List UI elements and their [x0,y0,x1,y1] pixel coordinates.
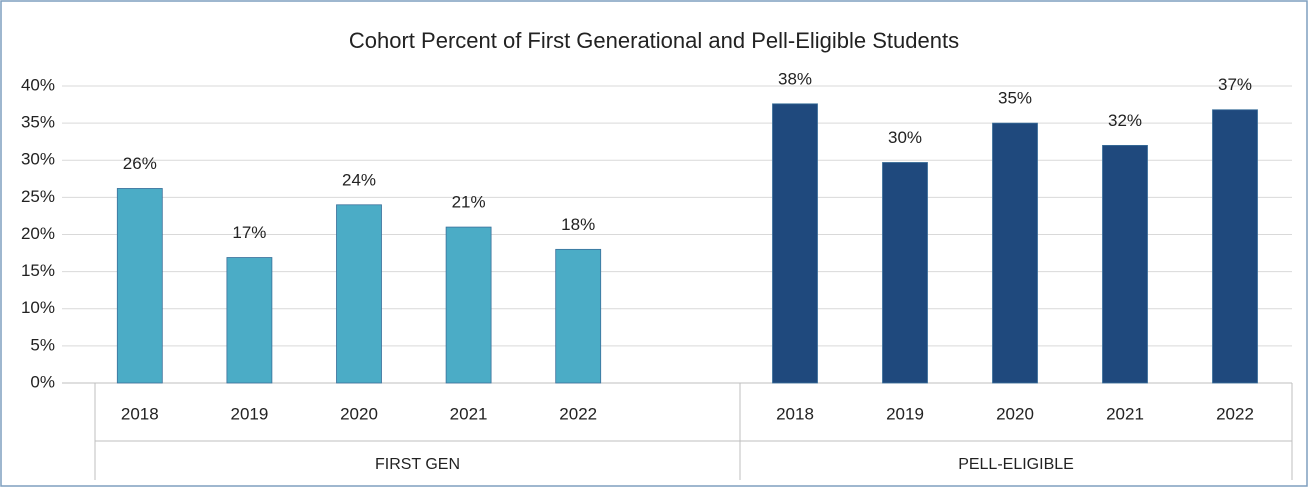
y-tick-label: 20% [21,224,55,243]
bar [882,162,928,384]
x-tick-label: 2018 [121,404,159,423]
group-label: PELL-ELIGIBLE [958,456,1074,473]
bar [336,204,382,384]
y-tick-label: 30% [21,150,55,169]
data-label: 18% [561,215,595,234]
bar [226,257,273,384]
bar [555,248,602,384]
x-tick-label: 2019 [230,404,268,423]
bar [116,188,163,384]
y-tick-label: 40% [21,75,55,94]
y-tick-label: 5% [30,335,55,354]
y-tick-label: 0% [30,372,55,391]
y-tick-label: 15% [21,261,55,280]
bar [1102,144,1148,384]
x-tick-label: 2021 [1106,404,1144,423]
data-label: 35% [998,89,1032,108]
bar [1212,109,1258,384]
bar [445,226,492,384]
group-label: FIRST GEN [375,456,460,473]
data-label: 30% [888,128,922,147]
data-label: 38% [778,69,812,88]
x-tick-label: 2022 [1216,404,1254,423]
data-label: 26% [123,154,157,173]
data-label: 32% [1108,111,1142,130]
x-tick-label: 2022 [559,404,597,423]
data-label: 21% [452,193,486,212]
data-label: 37% [1218,75,1252,94]
data-label: 24% [342,170,376,189]
y-tick-label: 35% [21,113,55,132]
x-tick-label: 2020 [996,404,1034,423]
chart-title: Cohort Percent of First Generational and… [349,28,959,53]
y-tick-label: 10% [21,298,55,317]
bar [992,122,1038,384]
x-tick-label: 2018 [776,404,814,423]
data-label: 17% [232,223,266,242]
x-tick-label: 2019 [886,404,924,423]
y-tick-label: 25% [21,187,55,206]
x-tick-label: 2020 [340,404,378,423]
bar [772,103,818,384]
x-tick-label: 2021 [450,404,488,423]
